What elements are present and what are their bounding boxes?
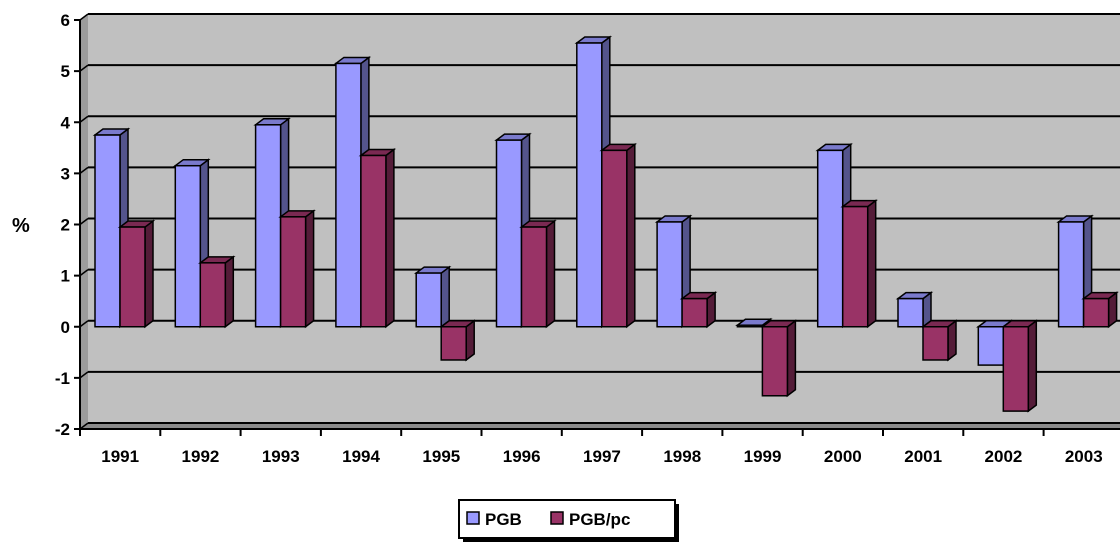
bar-2003-pgb-pc xyxy=(1081,291,1119,329)
bar-front xyxy=(1002,326,1030,412)
x-tick-label: 1994 xyxy=(342,447,380,466)
chart-floor xyxy=(80,423,1120,429)
bar-side xyxy=(440,265,450,329)
bar-1995-pgb xyxy=(413,265,452,329)
bar-front xyxy=(360,154,387,328)
legend-box xyxy=(458,499,676,539)
bar-2001-pgb xyxy=(895,291,934,329)
y-tick-label: -1 xyxy=(55,369,70,388)
legend-swatch-pgb-pc xyxy=(550,511,564,525)
bar-1998-pgb-pc xyxy=(679,291,718,329)
gridline-side xyxy=(79,320,89,328)
bar-side xyxy=(786,319,797,398)
bar-2001-pgb-pc xyxy=(920,319,959,362)
legend: PGB PGB/pc xyxy=(458,499,679,542)
x-tick-label: 1998 xyxy=(663,447,701,466)
y-tick-label: 3 xyxy=(61,164,70,183)
bar-front xyxy=(977,326,1005,366)
x-tick-label: 1991 xyxy=(101,447,139,466)
bar-front xyxy=(119,226,146,328)
gridline-side xyxy=(79,115,89,123)
y-tick-label: -2 xyxy=(55,420,70,439)
x-axis-ticks: 1991 1992 1993 1994 1995 1996 1997 1998 1999 2000… xyxy=(79,429,1103,466)
x-tick-label: 1992 xyxy=(182,447,220,466)
gridline-side xyxy=(79,13,89,21)
bar-side xyxy=(1027,319,1038,413)
bar-front xyxy=(841,205,869,328)
y-tick-label: 6 xyxy=(61,11,70,30)
bar-front xyxy=(1082,297,1110,328)
bar-side xyxy=(304,209,315,329)
legend-label-pgb: PGB xyxy=(485,510,522,529)
x-tick-label: 1996 xyxy=(503,447,541,466)
y-axis-ticks: 6 5 4 3 2 1 0 -1 -2 xyxy=(55,11,80,439)
legend-label-pgb-pc: PGB/pc xyxy=(569,510,630,529)
bar-2002-pgb-pc xyxy=(1001,319,1039,413)
bar-front xyxy=(254,124,282,328)
x-tick-label: 2000 xyxy=(824,447,862,466)
bar-front xyxy=(601,149,628,328)
bar-front xyxy=(897,297,924,328)
bar-side xyxy=(866,199,877,329)
bar-1996-pgb-pc xyxy=(519,219,557,329)
bar-1992-pgb xyxy=(173,158,211,329)
bar-side xyxy=(626,142,636,329)
y-tick-label: 2 xyxy=(61,216,70,235)
gridline-side xyxy=(79,217,89,226)
bar-2000-pgb-pc xyxy=(840,199,878,329)
y-axis-label: % xyxy=(12,215,30,237)
gridline-side xyxy=(79,166,89,174)
bar-front xyxy=(816,149,844,328)
bar-front xyxy=(440,326,467,361)
bar-1994-pgb-pc xyxy=(358,147,397,329)
x-tick-label: 1997 xyxy=(583,447,621,466)
bar-side xyxy=(224,255,235,329)
bars-group xyxy=(92,35,1119,413)
bar-front xyxy=(656,221,683,328)
y-tick-label: 1 xyxy=(61,267,70,286)
bar-1992-pgb-pc xyxy=(198,255,236,329)
x-tick-label: 1999 xyxy=(744,447,782,466)
bar-front xyxy=(576,42,603,328)
legend-swatch-pgb xyxy=(466,511,480,525)
bar-front xyxy=(335,62,362,328)
gridline-side xyxy=(79,64,89,72)
bar-front xyxy=(681,297,708,328)
x-tick-label: 2002 xyxy=(985,447,1023,466)
x-tick-label: 1993 xyxy=(262,447,300,466)
y-tick-label: 5 xyxy=(61,62,70,81)
bar-1997-pgb-pc xyxy=(599,142,638,329)
bar-front xyxy=(199,262,227,328)
x-tick-label: 2001 xyxy=(904,447,942,466)
bar-side xyxy=(545,219,556,329)
bar-front xyxy=(495,139,523,328)
bar-front xyxy=(415,272,442,328)
bar-front xyxy=(174,164,202,328)
bar-front xyxy=(922,326,949,361)
gridline-side xyxy=(79,371,89,379)
x-tick-label: 2003 xyxy=(1065,447,1103,466)
bar-side xyxy=(144,219,154,329)
bar-front xyxy=(761,326,789,397)
x-tick-label: 1995 xyxy=(422,447,460,466)
bar-side xyxy=(385,147,395,329)
bar-front xyxy=(94,134,121,328)
bar-1999-pgb-pc xyxy=(760,319,798,398)
bar-front xyxy=(279,216,307,328)
bar-1993-pgb-pc xyxy=(278,209,316,329)
y-tick-label: 4 xyxy=(61,113,71,132)
bar-1991-pgb-pc xyxy=(117,219,156,329)
bar-1995-pgb-pc xyxy=(438,319,477,362)
y-tick-label: 0 xyxy=(61,318,70,337)
bar-front xyxy=(520,226,548,328)
bar-front xyxy=(736,324,764,328)
bar-front xyxy=(1057,221,1085,328)
gridline-side xyxy=(79,269,89,277)
